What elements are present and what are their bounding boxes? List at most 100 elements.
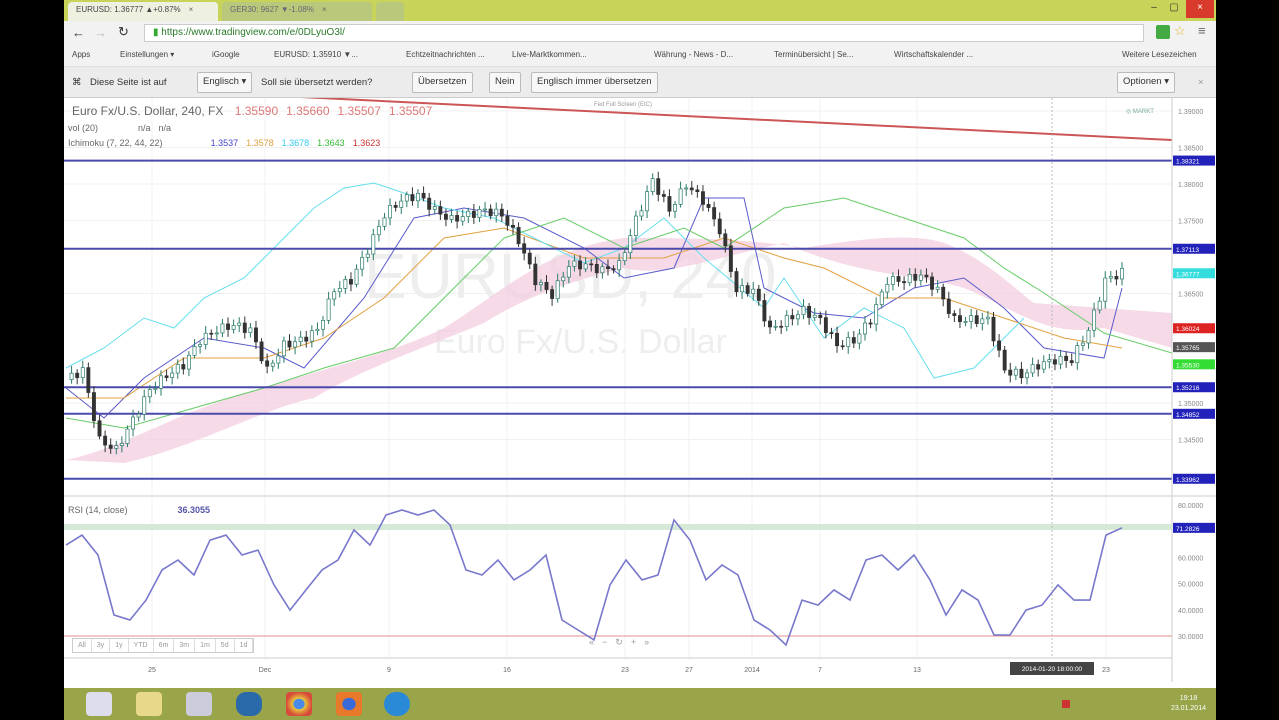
candle-body bbox=[902, 281, 907, 284]
candle-body bbox=[756, 288, 761, 301]
scroll-right-icon[interactable]: » bbox=[644, 637, 650, 647]
candle-body bbox=[416, 192, 420, 202]
price-badge bbox=[1173, 342, 1215, 353]
bookmark-star-icon[interactable]: ☆ bbox=[1174, 23, 1186, 38]
reset-icon[interactable]: ↻ bbox=[615, 637, 623, 647]
bookmark-echtzeit[interactable]: Echtzeitnachrichten ... bbox=[406, 50, 485, 59]
maximize-button[interactable]: ▢ bbox=[1169, 2, 1179, 13]
candle-body bbox=[969, 315, 974, 322]
level-price-label: 1.34852 bbox=[1176, 412, 1200, 419]
price-tick-label: 1.37500 bbox=[1178, 219, 1203, 226]
candle-body bbox=[773, 325, 778, 328]
tab-eurusd[interactable]: EURUSD: 1.36777 ▲+0.87% × bbox=[68, 2, 218, 21]
reload-icon[interactable]: ↻ bbox=[118, 24, 129, 39]
bookmark-termin[interactable]: Terminübersicht | Se... bbox=[774, 50, 854, 59]
bookmark-igoogle[interactable]: iGoogle bbox=[212, 50, 240, 59]
back-icon[interactable]: ← bbox=[72, 25, 85, 40]
level-lines[interactable] bbox=[64, 159, 1172, 480]
candle-body bbox=[572, 260, 577, 267]
options-button[interactable]: Optionen ▾ bbox=[1117, 72, 1175, 93]
menu-icon[interactable]: ≡ bbox=[1198, 23, 1206, 38]
range-button-3m[interactable]: 3m bbox=[174, 639, 196, 652]
candle-body bbox=[661, 194, 666, 197]
range-button-3y[interactable]: 3y bbox=[92, 639, 111, 652]
close-tab-icon[interactable]: × bbox=[188, 5, 194, 14]
rsi-axis[interactable]: 80.0000 60.0000 50.0000 40.0000 30.0000 71.28… bbox=[1173, 503, 1215, 641]
range-button-1d[interactable]: 1d bbox=[235, 639, 254, 652]
level-price-badge bbox=[1173, 243, 1215, 254]
price-axis[interactable]: 1.39000 1.38500 1.38000 1.37500 1.36500 1.350… bbox=[1173, 109, 1215, 484]
zoom-out-icon[interactable]: − bbox=[602, 637, 608, 647]
close-window-button[interactable]: × bbox=[1186, 0, 1214, 18]
candle-body bbox=[550, 289, 555, 299]
scroll-left-icon[interactable]: « bbox=[589, 637, 595, 647]
language-select[interactable]: Englisch ▾ bbox=[197, 72, 253, 93]
candle-body bbox=[924, 274, 929, 278]
candle-body bbox=[879, 291, 884, 305]
clock-time: 19:18 bbox=[1179, 695, 1198, 702]
control-panel-icon[interactable] bbox=[186, 692, 212, 716]
minimize-button[interactable]: – bbox=[1151, 2, 1157, 13]
range-button-1m[interactable]: 1m bbox=[195, 639, 216, 652]
chart-svg[interactable]: EURUSD, 240 Euro Fx/U.S. Dollar Fed Full… bbox=[64, 98, 1216, 682]
range-button-1y[interactable]: 1y bbox=[110, 639, 129, 652]
candle-body bbox=[119, 443, 124, 446]
candle-body bbox=[80, 367, 85, 379]
candle-body bbox=[242, 322, 247, 333]
bookmark-eurusd[interactable]: EURUSD: 1.35910 ▼... bbox=[274, 50, 358, 59]
always-translate-button[interactable]: Englisch immer übersetzen bbox=[531, 72, 658, 93]
new-tab-button[interactable] bbox=[376, 2, 404, 21]
ohlc-low: 1.35507 bbox=[337, 104, 381, 118]
level-price-badge bbox=[1173, 155, 1215, 166]
tab-ger30[interactable]: GER30: 9627 ▼-1.08% × bbox=[222, 2, 372, 21]
bookmark-weitere[interactable]: Weitere Lesezeichen bbox=[1122, 50, 1197, 59]
tray-icon[interactable] bbox=[1062, 700, 1070, 708]
price-tick-label: 1.35000 bbox=[1178, 401, 1203, 408]
no-button[interactable]: Nein bbox=[489, 72, 521, 93]
candle-body bbox=[365, 253, 370, 258]
close-tab-icon[interactable]: × bbox=[321, 5, 327, 14]
candle-body bbox=[890, 276, 895, 285]
chart-area[interactable]: EURUSD, 240 Euro Fx/U.S. Dollar Fed Full… bbox=[64, 98, 1216, 682]
teamviewer-icon[interactable] bbox=[384, 692, 410, 716]
skype-icon[interactable] bbox=[236, 692, 262, 716]
close-translate-icon[interactable]: × bbox=[1198, 77, 1204, 88]
candle-body bbox=[371, 234, 376, 255]
url-input[interactable]: ▮ https://www.tradingview.com/e/0DLyuO3l… bbox=[144, 24, 1144, 42]
clock[interactable]: 19:18 23.01.2014 bbox=[1171, 694, 1206, 714]
time-axis[interactable]: 25 Dec 9 16 23 27 2014 7 13 23 2014-01-20 18:00:00 bbox=[148, 98, 1110, 675]
price-badge-label: 1.36024 bbox=[1176, 326, 1200, 333]
zoom-in-icon[interactable]: + bbox=[630, 637, 637, 647]
candle-body bbox=[1103, 277, 1108, 302]
bookmark-einstellungen[interactable]: Einstellungen ▾ bbox=[120, 50, 175, 59]
range-button-all[interactable]: All bbox=[73, 639, 92, 652]
rsi-pane bbox=[65, 509, 1123, 647]
firefox-icon[interactable] bbox=[336, 692, 362, 716]
translate-button[interactable]: Übersetzen bbox=[412, 72, 473, 93]
bookmark-waehrung[interactable]: Währung - News - D... bbox=[654, 50, 734, 59]
candle-body bbox=[589, 263, 594, 266]
forward-icon[interactable]: → bbox=[94, 25, 107, 40]
bookmark-live[interactable]: Live-Marktkommen... bbox=[512, 50, 587, 59]
candle-body bbox=[349, 279, 353, 285]
candle-body bbox=[980, 318, 985, 324]
time-tick-label: 23 bbox=[621, 667, 629, 674]
candle-body bbox=[153, 388, 158, 390]
title-bar: EURUSD: 1.36777 ▲+0.87% × GER30: 9627 ▼-1… bbox=[64, 0, 1216, 21]
range-button-ytd[interactable]: YTD bbox=[129, 639, 154, 652]
file-manager-icon[interactable] bbox=[136, 692, 162, 716]
chrome-icon[interactable] bbox=[286, 692, 312, 716]
candle-body bbox=[868, 322, 873, 325]
candle-body bbox=[857, 333, 862, 344]
candle-body bbox=[214, 332, 219, 335]
bookmark-kalender[interactable]: Wirtschaftskalender ... bbox=[894, 50, 974, 59]
range-button-5d[interactable]: 5d bbox=[216, 639, 235, 652]
bookmark-apps[interactable]: Apps bbox=[72, 50, 91, 59]
range-button-6m[interactable]: 6m bbox=[154, 639, 175, 652]
candle-body bbox=[499, 208, 504, 217]
candle-body bbox=[874, 304, 879, 325]
trendline[interactable] bbox=[260, 98, 1173, 141]
extension-icon[interactable] bbox=[1156, 25, 1170, 39]
explorer-icon[interactable] bbox=[86, 692, 112, 716]
ichimoku-value: 1.3643 bbox=[317, 138, 345, 148]
